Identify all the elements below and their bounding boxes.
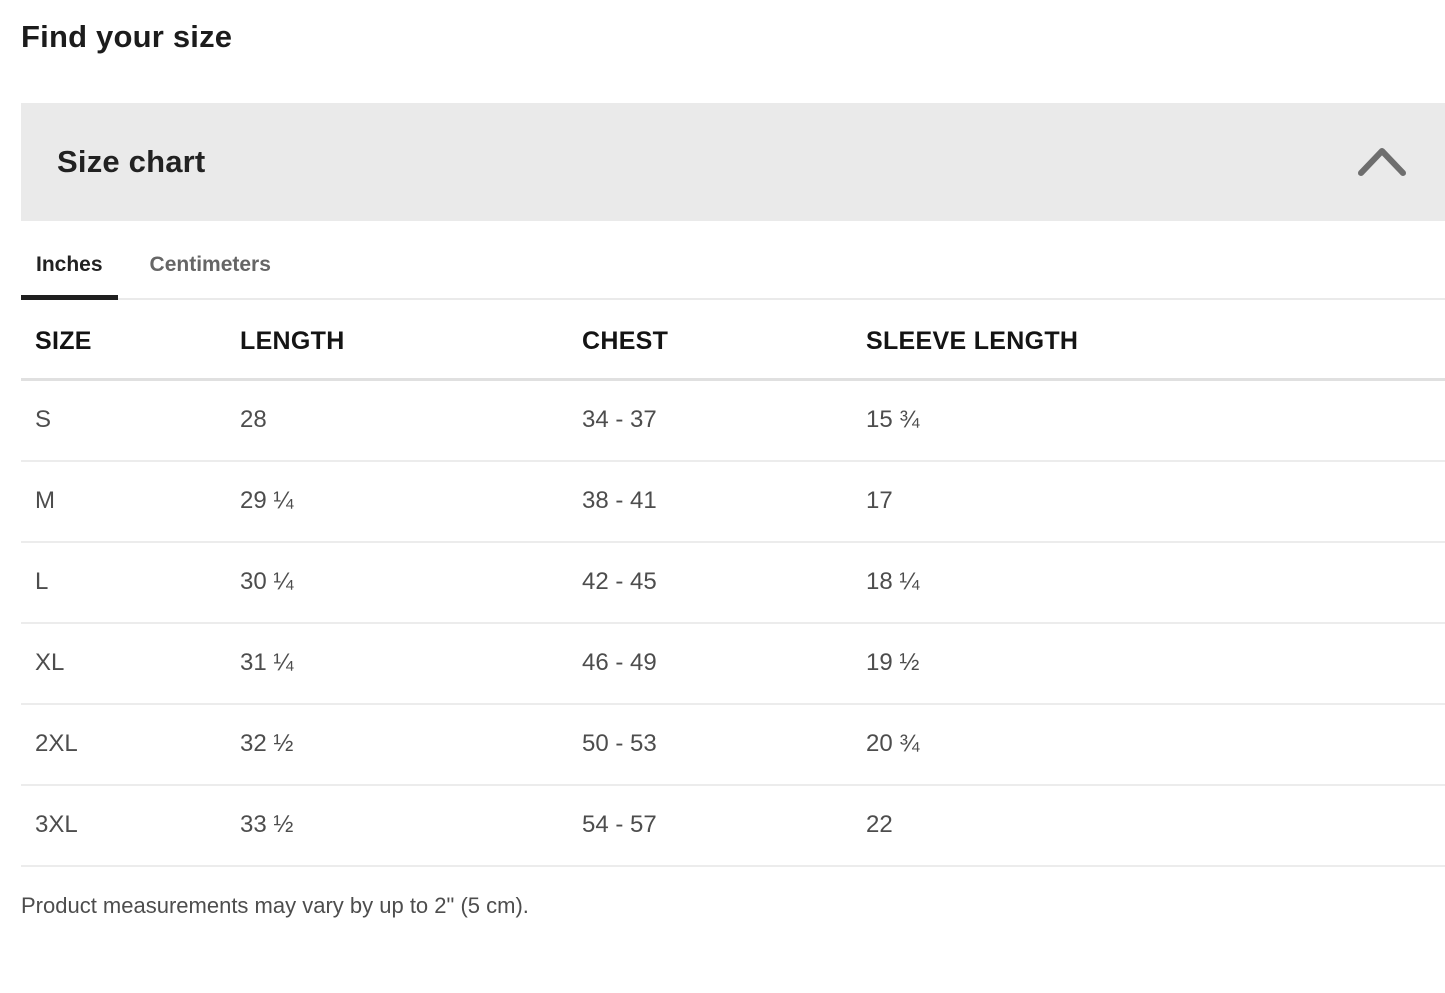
table-row: M 29 ¼ 38 - 41 17	[21, 460, 1445, 543]
table-cell: 30 ¼	[226, 541, 568, 624]
table-cell: 46 - 49	[568, 622, 852, 705]
table-row: 3XL 33 ½ 54 - 57 22	[21, 784, 1445, 867]
measurement-disclaimer: Product measurements may vary by up to 2…	[21, 892, 529, 918]
column-header: CHEST	[568, 300, 852, 381]
table-cell: 28	[226, 379, 568, 462]
table-row: L 30 ¼ 42 - 45 18 ¼	[21, 541, 1445, 624]
table-cell: 17	[852, 460, 1445, 543]
table-header-row: SIZE LENGTH CHEST SLEEVE LENGTH	[21, 300, 1445, 381]
tab-centimeters[interactable]: Centimeters	[135, 239, 286, 298]
table-cell: 33 ½	[226, 784, 568, 867]
table-cell: L	[21, 541, 226, 624]
table-row: 2XL 32 ½ 50 - 53 20 ¾	[21, 703, 1445, 786]
column-header: SLEEVE LENGTH	[852, 300, 1445, 381]
size-chart-panel-header[interactable]: Size chart	[21, 103, 1445, 221]
units-tab-bar: Inches Centimeters	[21, 239, 1445, 300]
table-cell: 22	[852, 784, 1445, 867]
table-row: XL 31 ¼ 46 - 49 19 ½	[21, 622, 1445, 705]
table-cell: 32 ½	[226, 703, 568, 786]
table-cell: 50 - 53	[568, 703, 852, 786]
table-cell: 20 ¾	[852, 703, 1445, 786]
table-row: S 28 34 - 37 15 ¾	[21, 379, 1445, 462]
table-cell: 3XL	[21, 784, 226, 867]
table-cell: 38 - 41	[568, 460, 852, 543]
table-cell: 29 ¼	[226, 460, 568, 543]
table-cell: 19 ½	[852, 622, 1445, 705]
table-cell: 15 ¾	[852, 379, 1445, 462]
table-cell: 34 - 37	[568, 379, 852, 462]
table-cell: 31 ¼	[226, 622, 568, 705]
chevron-up-icon[interactable]	[1357, 145, 1407, 179]
tab-inches[interactable]: Inches	[21, 239, 118, 300]
table-cell: 2XL	[21, 703, 226, 786]
table-cell: 54 - 57	[568, 784, 852, 867]
table-cell: S	[21, 379, 226, 462]
size-table-body: S 28 34 - 37 15 ¾ M 29 ¼ 38 - 41 17 L 30 ¼ 42 - 45…	[21, 379, 1445, 867]
table-cell: M	[21, 460, 226, 543]
page-title: Find your size	[21, 19, 233, 54]
table-cell: 18 ¼	[852, 541, 1445, 624]
panel-title: Size chart	[57, 144, 206, 179]
table-cell: 42 - 45	[568, 541, 852, 624]
column-header: SIZE	[21, 300, 226, 381]
column-header: LENGTH	[226, 300, 568, 381]
size-table: SIZE LENGTH CHEST SLEEVE LENGTH S 28 34 - 37 1…	[21, 300, 1445, 867]
table-cell: XL	[21, 622, 226, 705]
